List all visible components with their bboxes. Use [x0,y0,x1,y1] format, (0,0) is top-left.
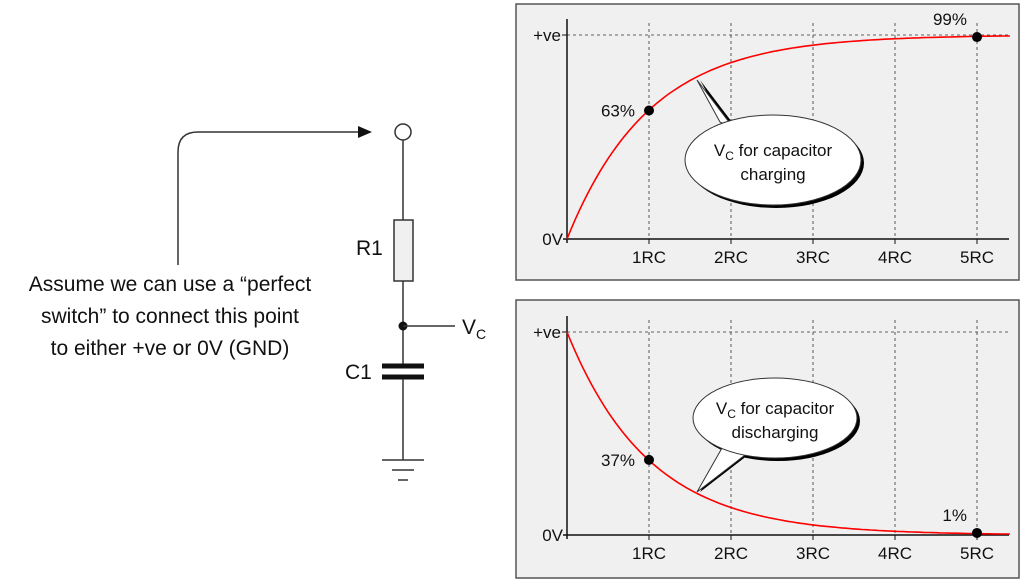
arrowhead-icon [358,126,372,138]
callout-text-line2: charging [740,165,805,184]
x-tick-label: 4RC [878,248,912,267]
note-line: Assume we can use a “perfect [29,273,312,296]
callout-v: V [714,141,726,160]
marker-dot [972,32,982,43]
resistor-label: R1 [356,237,383,260]
callout-rest: for capacitor [736,399,835,418]
callout-v: V [716,399,728,418]
callout-tail-shadow [700,80,738,130]
callout-bubble [692,377,858,459]
marker-label: 37% [601,451,635,470]
marker-dot [644,105,654,116]
callout-text-line1: VC for capacitor [716,399,835,421]
x-tick-label: 3RC [796,544,830,563]
x-tick-label: 1RC [632,544,666,563]
x-tick-label: 3RC [796,248,830,267]
callout-sub: C [725,149,734,163]
y-tick-label: +ve [533,323,561,342]
marker-label: 63% [601,101,635,120]
vc-main: V [462,316,476,339]
data-line [566,35,1010,240]
switch-note: Assume we can use a “perfect switch” to … [29,273,312,360]
discharging-chart: 1RC 2RC 3RC 4RC 5RC 0V +ve 37% 1% VC for capacito… [515,299,1020,579]
marker-label: 1% [942,506,967,525]
callout-bubble [684,114,862,206]
circuit [177,123,455,481]
callout-text-line1: VC for capacitor [714,141,833,163]
resistor-r1 [393,219,414,282]
x-tick-label: 5RC [960,544,994,563]
callout-sub: C [727,407,736,421]
marker-dot [644,454,654,465]
vc-label: VC [462,316,486,342]
capacitor-label: C1 [345,361,372,384]
charging-chart: 1RC 2RC 3RC 4RC 5RC 0V +ve 63% 99% VC for capacit… [515,3,1020,281]
x-tick-label: 4RC [878,544,912,563]
note-line: to either +ve or 0V (GND) [51,337,290,360]
marker-dot [972,527,982,538]
vc-sub: C [476,326,486,342]
pointer-arrow-line [177,131,362,265]
callout-rest: for capacitor [734,141,833,160]
x-tick-label: 5RC [960,248,994,267]
x-tick-label: 2RC [714,248,748,267]
y-tick-label: 0V [542,230,563,249]
switch-terminal [394,123,412,141]
y-tick-label: +ve [533,26,561,45]
x-tick-label: 2RC [714,544,748,563]
callout-text-line2: discharging [732,423,819,442]
x-tick-label: 1RC [632,248,666,267]
note-line: switch” to connect this point [41,305,299,328]
marker-label: 99% [933,10,967,29]
data-line [566,331,1010,535]
y-tick-label: 0V [542,526,563,545]
